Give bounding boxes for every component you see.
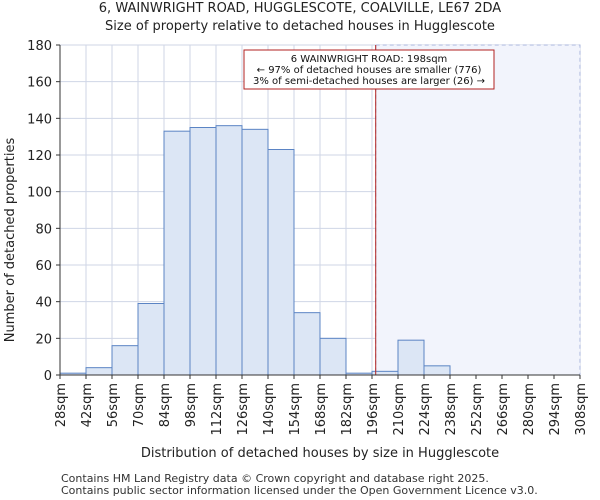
y-axis-ticks: 0 20 40 60 80 100 120 140 160 180 [27, 39, 60, 384]
x-tick-label: 294sqm [548, 383, 563, 436]
y-tick-label: 80 [35, 222, 52, 237]
bar-112sqm [215, 125, 243, 376]
annotation-line-1: 6 WAINWRIGHT ROAD: 198sqm [291, 54, 448, 65]
x-tick-label: 126sqm [236, 383, 251, 436]
x-tick-label: 182sqm [340, 383, 355, 436]
y-tick-label: 100 [27, 186, 52, 201]
x-tick-label: 56sqm [106, 383, 121, 427]
bar-84sqm [163, 130, 191, 376]
chart-title: 6, WAINWRIGHT ROAD, HUGGLESCOTE, COALVIL… [98, 1, 502, 16]
footer-line-1: Contains HM Land Registry data © Crown c… [61, 472, 489, 485]
footer-line-2: Contains public sector information licen… [61, 484, 538, 497]
y-tick-label: 180 [27, 39, 52, 54]
bar-210sqm [397, 339, 425, 376]
x-tick-label: 224sqm [418, 383, 433, 436]
bar-154sqm [293, 312, 321, 376]
x-tick-label: 252sqm [470, 383, 485, 436]
y-tick-label: 40 [35, 296, 52, 311]
bar-224sqm [423, 365, 451, 376]
y-tick-label: 20 [35, 332, 52, 347]
bar-168sqm [319, 337, 347, 376]
bar-70sqm [137, 303, 165, 376]
x-tick-label: 112sqm [210, 383, 225, 436]
annotation-line-3: 3% of semi-detached houses are larger (2… [253, 76, 485, 87]
x-tick-label: 42sqm [80, 383, 95, 427]
bar-140sqm [267, 149, 295, 376]
x-tick-label: 210sqm [392, 383, 407, 436]
x-axis-label: Distribution of detached houses by size … [141, 446, 499, 461]
bars-layer [59, 125, 451, 376]
x-tick-label: 168sqm [314, 383, 329, 436]
bar-56sqm [111, 345, 139, 376]
y-tick-label: 60 [35, 259, 52, 274]
x-tick-label: 308sqm [574, 383, 589, 436]
x-axis-ticks: 28sqm 42sqm 56sqm 70sqm 84sqm 98sqm 112sqm 126s… [54, 375, 589, 436]
x-tick-label: 280sqm [522, 383, 537, 436]
x-tick-label: 196sqm [366, 383, 381, 436]
bar-126sqm [241, 128, 269, 376]
x-tick-label: 84sqm [158, 383, 173, 427]
x-tick-label: 28sqm [54, 383, 69, 427]
bar-98sqm [189, 127, 217, 376]
x-tick-label: 266sqm [496, 383, 511, 436]
bar-42sqm [85, 367, 113, 376]
annotation-box-frame [243, 49, 495, 90]
y-axis-label: Number of detached properties [3, 138, 18, 343]
chart-subtitle: Size of property relative to detached ho… [105, 19, 495, 34]
annotation-box: 6 WAINWRIGHT ROAD: 198sqm ← 97% of detac… [243, 49, 495, 90]
x-tick-label: 98sqm [184, 383, 199, 427]
y-tick-label: 0 [44, 369, 52, 384]
y-tick-label: 160 [27, 76, 52, 91]
x-tick-label: 70sqm [132, 383, 147, 427]
y-tick-label: 140 [27, 112, 52, 127]
highlight-region [375, 44, 581, 376]
annotation-line-2: ← 97% of detached houses are smaller (77… [257, 65, 482, 76]
x-tick-label: 154sqm [288, 383, 303, 436]
x-tick-label: 238sqm [444, 383, 459, 436]
y-tick-label: 120 [27, 149, 52, 164]
x-tick-label: 140sqm [262, 383, 277, 436]
